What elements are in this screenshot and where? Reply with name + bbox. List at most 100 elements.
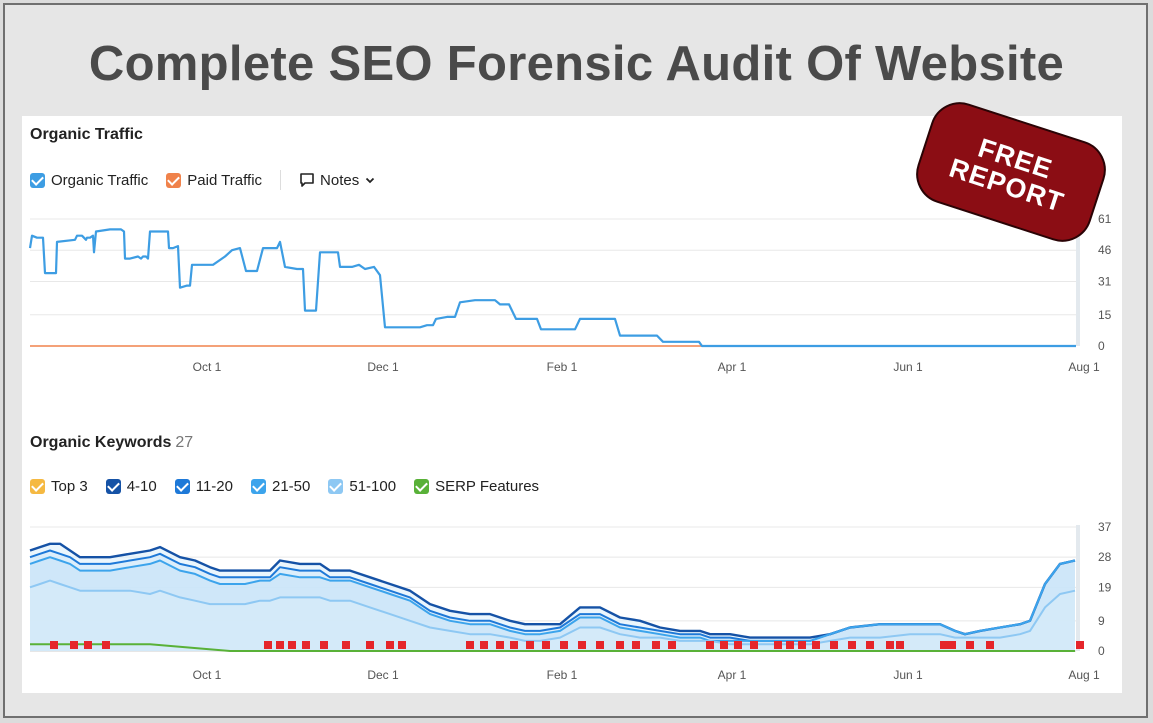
note-flag-icon: [320, 641, 328, 649]
legend-organic-label: Organic Traffic: [51, 171, 149, 189]
checkbox-icon[interactable]: [414, 479, 430, 494]
note-flag-icon: [948, 641, 956, 649]
note-flag-icon: [720, 641, 728, 649]
legend-organic-traffic[interactable]: Organic Traffic: [30, 172, 148, 189]
y-tick-label: 46: [1098, 243, 1112, 257]
legend-51-100[interactable]: 51-100: [328, 478, 396, 495]
note-flag-icon: [510, 641, 518, 649]
page-title: Complete SEO Forensic Audit Of Website: [88, 37, 1065, 91]
note-icon: [300, 173, 314, 187]
organic-traffic-chart: 0 15 31 46 61 Oct 1 Dec 1 Feb 1 Apr 1 Jun 1 Aug 1: [28, 212, 1112, 374]
organic-keywords-label: Organic Keywords: [30, 434, 172, 451]
organic-traffic-title: Organic Traffic: [30, 126, 143, 143]
note-flag-icon: [264, 641, 272, 649]
checkbox-icon[interactable]: [166, 172, 182, 188]
note-flag-icon: [342, 641, 350, 649]
x-tick-label: Aug 1: [1068, 668, 1100, 682]
note-flag-icon: [526, 641, 534, 649]
note-flag-icon: [288, 641, 296, 649]
traffic-legend: Organic Traffic Paid Traffic Notes: [30, 170, 381, 190]
checkbox-icon[interactable]: [105, 479, 121, 494]
note-flag-icon: [84, 641, 92, 649]
divider: [280, 170, 282, 190]
note-flag-icon: [966, 641, 974, 649]
note-flag-icon: [302, 641, 310, 649]
note-flag-icon: [1076, 641, 1084, 649]
x-tick-label: Feb 1: [547, 360, 578, 374]
note-flag-icon: [786, 641, 794, 649]
chart-panel: Organic Traffic Organic Traffic Paid Tra…: [22, 116, 1122, 693]
legend-51-100-label: 51-100: [349, 478, 397, 495]
x-tick-label: Apr 1: [718, 668, 747, 682]
y-tick-label: 61: [1098, 212, 1112, 226]
checkbox-icon[interactable]: [251, 479, 266, 494]
checkbox-icon[interactable]: [174, 479, 190, 494]
y-tick-label: 19: [1098, 580, 1112, 594]
note-flag-icon: [774, 641, 782, 649]
note-flag-icon: [480, 641, 488, 649]
note-flag-icon: [496, 641, 504, 649]
notes-dropdown[interactable]: Notes: [299, 172, 381, 189]
note-flag-icon: [102, 641, 110, 649]
y-tick-label: 37: [1098, 520, 1112, 534]
legend-serp-label: SERP Features: [435, 478, 540, 495]
x-tick-label: Oct 1: [193, 360, 222, 374]
y-tick-label: 0: [1098, 644, 1105, 658]
note-flag-icon: [70, 641, 78, 649]
organic-keywords-title: Organic Keywords 27: [30, 434, 193, 452]
note-flag-icon: [668, 641, 676, 649]
x-tick-label: Jun 1: [893, 668, 923, 682]
note-flag-icon: [986, 641, 994, 649]
checkbox-icon[interactable]: [328, 479, 344, 494]
legend-top3[interactable]: Top 3: [30, 478, 88, 495]
legend-4-10-label: 4-10: [126, 478, 157, 495]
note-flag-icon: [366, 641, 374, 649]
note-flag-icon: [616, 641, 624, 649]
note-flag-icon: [812, 641, 820, 649]
note-flag-icon: [734, 641, 742, 649]
note-flag-icon: [896, 641, 904, 649]
legend-11-20[interactable]: 11-20: [174, 478, 233, 495]
y-tick-label: 28: [1098, 550, 1112, 564]
note-flag-icon: [798, 641, 806, 649]
line-51-100: [29, 579, 1076, 646]
x-tick-label: Dec 1: [367, 668, 399, 682]
note-flag-icon: [542, 641, 550, 649]
note-flag-icon: [886, 641, 894, 649]
y-tick-label: 31: [1098, 274, 1112, 288]
x-tick-label: Feb 1: [547, 668, 578, 682]
legend-21-50[interactable]: 21-50: [251, 478, 310, 495]
note-flag-icon: [830, 641, 838, 649]
note-flag-icon: [560, 641, 568, 649]
legend-top3-label: Top 3: [51, 478, 88, 495]
legend-serp-features[interactable]: SERP Features: [414, 478, 539, 495]
legend-paid-traffic[interactable]: Paid Traffic: [166, 172, 262, 189]
note-flag-icon: [50, 641, 58, 649]
chevron-down-icon: [366, 177, 375, 184]
note-flag-icon: [866, 641, 874, 649]
note-flag-icon: [848, 641, 856, 649]
legend-4-10[interactable]: 4-10: [105, 478, 157, 495]
x-tick-label: Dec 1: [367, 360, 399, 374]
note-flag-icon: [940, 641, 948, 649]
note-flag-icon: [632, 641, 640, 649]
checkbox-icon[interactable]: [30, 172, 45, 188]
note-flag-icon: [596, 641, 604, 649]
x-tick-label: Aug 1: [1068, 360, 1100, 374]
checkbox-icon[interactable]: [30, 479, 45, 494]
x-tick-label: Jun 1: [893, 360, 923, 374]
keyword-count: 27: [175, 434, 194, 451]
note-flag-icon: [750, 641, 758, 649]
x-tick-label: Apr 1: [718, 360, 747, 374]
legend-21-50-label: 21-50: [272, 478, 311, 495]
organic-keywords-chart: 0 9 19 28 37 Oct 1 Dec 1 Feb 1 Apr 1 Jun 1 Aug 1: [29, 520, 1112, 682]
legend-11-20-label: 11-20: [195, 478, 233, 495]
scroll-edge: [1076, 217, 1080, 346]
note-flag-icon: [276, 641, 284, 649]
note-flag-icon: [578, 641, 586, 649]
note-flag-icon: [466, 641, 474, 649]
line-21-50: [29, 556, 1076, 642]
y-tick-label: 9: [1098, 614, 1105, 628]
note-flag-icon: [398, 641, 406, 649]
y-tick-label: 15: [1098, 308, 1112, 322]
